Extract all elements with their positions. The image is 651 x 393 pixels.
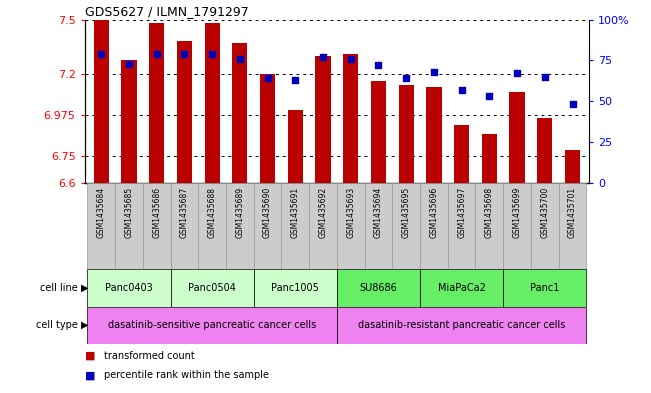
Bar — [87, 307, 337, 344]
Point — [262, 75, 273, 81]
Text: Panc0403: Panc0403 — [105, 283, 153, 293]
Point — [96, 51, 107, 57]
Bar — [143, 183, 171, 269]
Bar — [260, 74, 275, 183]
Bar — [115, 183, 143, 269]
Point — [512, 70, 522, 77]
Text: Panc0504: Panc0504 — [188, 283, 236, 293]
Text: GSM1435686: GSM1435686 — [152, 187, 161, 238]
Bar — [254, 269, 337, 307]
Bar — [565, 150, 580, 183]
Text: GDS5627 / ILMN_1791297: GDS5627 / ILMN_1791297 — [85, 6, 249, 18]
Bar — [315, 56, 331, 183]
Bar — [171, 269, 254, 307]
Bar — [149, 23, 164, 183]
Point — [540, 73, 550, 80]
Point — [429, 69, 439, 75]
Text: GSM1435685: GSM1435685 — [124, 187, 133, 238]
Point — [234, 56, 245, 62]
Bar — [510, 92, 525, 183]
Bar — [177, 41, 192, 183]
Bar — [121, 59, 137, 183]
Text: GSM1435695: GSM1435695 — [402, 187, 411, 238]
Bar — [531, 183, 559, 269]
Bar — [87, 183, 115, 269]
Bar — [503, 269, 587, 307]
Text: GSM1435687: GSM1435687 — [180, 187, 189, 238]
Text: GSM1435690: GSM1435690 — [263, 187, 272, 238]
Point — [456, 86, 467, 93]
Bar — [537, 118, 553, 183]
Bar — [503, 183, 531, 269]
Text: GSM1435689: GSM1435689 — [236, 187, 244, 238]
Bar — [94, 20, 109, 183]
Point — [179, 51, 189, 57]
Text: transformed count: transformed count — [104, 351, 195, 361]
Text: ▶: ▶ — [81, 320, 89, 330]
Text: GSM1435701: GSM1435701 — [568, 187, 577, 238]
Text: GSM1435692: GSM1435692 — [318, 187, 327, 238]
Bar — [371, 81, 386, 183]
Bar — [426, 87, 441, 183]
Text: GSM1435684: GSM1435684 — [97, 187, 105, 238]
Point — [567, 101, 577, 108]
Text: GSM1435688: GSM1435688 — [208, 187, 217, 238]
Text: cell type: cell type — [36, 320, 78, 330]
Text: ■: ■ — [85, 370, 95, 380]
Point — [346, 56, 356, 62]
Text: dasatinib-sensitive pancreatic cancer cells: dasatinib-sensitive pancreatic cancer ce… — [108, 320, 316, 330]
Bar — [420, 269, 503, 307]
Text: Panc1005: Panc1005 — [271, 283, 319, 293]
Text: Panc1: Panc1 — [530, 283, 559, 293]
Bar — [87, 269, 171, 307]
Bar — [199, 183, 226, 269]
Bar — [420, 183, 448, 269]
Bar — [254, 183, 281, 269]
Bar — [393, 183, 420, 269]
Point — [290, 77, 301, 83]
Point — [318, 54, 328, 60]
Point — [373, 62, 383, 68]
Point — [401, 75, 411, 81]
Text: GSM1435697: GSM1435697 — [457, 187, 466, 238]
Bar — [281, 183, 309, 269]
Bar — [365, 183, 393, 269]
Text: dasatinib-resistant pancreatic cancer cells: dasatinib-resistant pancreatic cancer ce… — [358, 320, 565, 330]
Point — [124, 61, 134, 67]
Text: percentile rank within the sample: percentile rank within the sample — [104, 370, 269, 380]
Point — [152, 51, 162, 57]
Text: GSM1435699: GSM1435699 — [512, 187, 521, 238]
Text: GSM1435700: GSM1435700 — [540, 187, 549, 238]
Bar — [226, 183, 254, 269]
Text: ▶: ▶ — [81, 283, 89, 293]
Text: SU8686: SU8686 — [359, 283, 397, 293]
Bar — [559, 183, 587, 269]
Bar — [475, 183, 503, 269]
Bar — [482, 134, 497, 183]
Text: GSM1435696: GSM1435696 — [430, 187, 438, 238]
Point — [207, 51, 217, 57]
Bar — [232, 43, 247, 183]
Bar — [454, 125, 469, 183]
Bar — [448, 183, 475, 269]
Text: GSM1435694: GSM1435694 — [374, 187, 383, 238]
Bar — [398, 85, 414, 183]
Text: GSM1435691: GSM1435691 — [291, 187, 300, 238]
Bar — [337, 307, 587, 344]
Text: MiaPaCa2: MiaPaCa2 — [437, 283, 486, 293]
Text: ■: ■ — [85, 351, 95, 361]
Point — [484, 93, 495, 99]
Bar — [343, 54, 359, 183]
Text: GSM1435693: GSM1435693 — [346, 187, 355, 238]
Bar — [171, 183, 199, 269]
Bar — [337, 269, 420, 307]
Bar — [288, 110, 303, 183]
Bar — [204, 23, 220, 183]
Text: cell line: cell line — [40, 283, 78, 293]
Bar — [337, 183, 365, 269]
Text: GSM1435698: GSM1435698 — [485, 187, 494, 238]
Bar — [309, 183, 337, 269]
